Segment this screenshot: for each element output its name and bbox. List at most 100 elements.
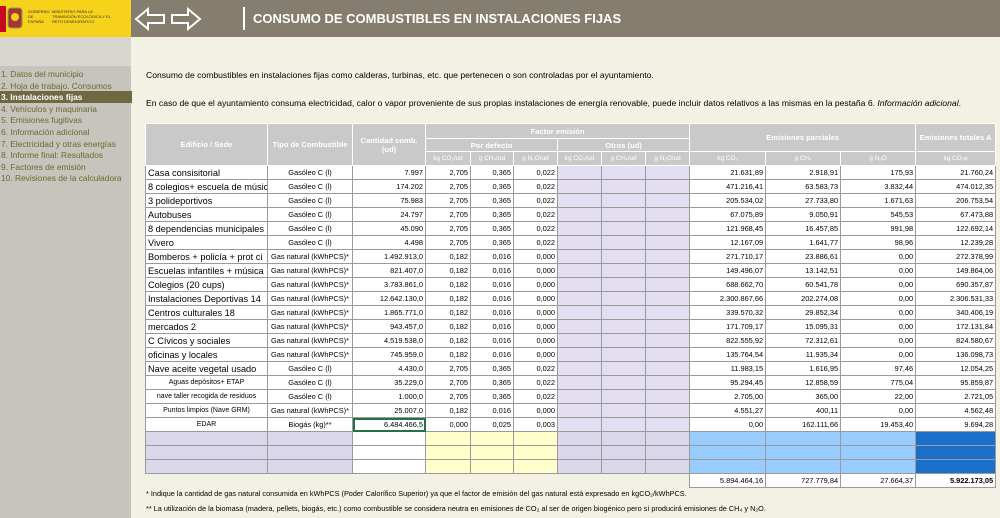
fuel-cell[interactable]: Gasóleo C (l) xyxy=(267,389,353,404)
building-cell[interactable]: Colegios (20 cups) xyxy=(145,277,268,292)
other-factor-cell[interactable] xyxy=(601,403,646,418)
empty-cell[interactable] xyxy=(689,459,767,474)
other-factor-cell[interactable] xyxy=(557,389,602,404)
nav-item[interactable]: 6. Información adicional xyxy=(1,127,90,137)
building-cell[interactable]: Centros culturales 18 xyxy=(145,305,268,320)
building-cell[interactable]: Escuelas infantiles + música xyxy=(145,263,268,278)
building-cell[interactable]: Vivero xyxy=(145,235,268,250)
other-factor-cell[interactable] xyxy=(644,235,691,250)
fuel-cell[interactable]: Gas natural (kWhPCS)* xyxy=(267,319,353,334)
other-factor-cell[interactable] xyxy=(601,235,646,250)
fuel-cell[interactable]: Gas natural (kWhPCS)* xyxy=(267,291,353,306)
quantity-cell[interactable]: 6.484.466,5 xyxy=(352,417,426,432)
other-factor-cell[interactable] xyxy=(644,221,691,236)
building-cell[interactable]: 8 dependencias municipales xyxy=(145,221,268,236)
building-cell[interactable]: Instalaciones Deportivas 14 xyxy=(145,291,268,306)
quantity-cell[interactable]: 25.007,0 xyxy=(352,403,426,418)
empty-cell[interactable] xyxy=(644,445,691,460)
empty-cell[interactable] xyxy=(557,459,602,474)
empty-cell[interactable] xyxy=(915,459,997,474)
empty-cell[interactable] xyxy=(840,431,917,446)
other-factor-cell[interactable] xyxy=(557,361,602,376)
quantity-cell[interactable]: 35.229,0 xyxy=(352,375,426,390)
other-factor-cell[interactable] xyxy=(601,319,646,334)
other-factor-cell[interactable] xyxy=(644,305,691,320)
other-factor-cell[interactable] xyxy=(644,291,691,306)
quantity-cell[interactable]: 7.997 xyxy=(352,165,426,180)
other-factor-cell[interactable] xyxy=(557,333,602,348)
building-cell[interactable]: 8 colegios+ escuela de músic xyxy=(145,179,268,194)
other-factor-cell[interactable] xyxy=(601,347,646,362)
building-cell[interactable]: Autobuses xyxy=(145,207,268,222)
other-factor-cell[interactable] xyxy=(644,165,691,180)
quantity-cell[interactable]: 1.000,0 xyxy=(352,389,426,404)
other-factor-cell[interactable] xyxy=(601,165,646,180)
back-arrow[interactable] xyxy=(134,6,165,32)
quantity-cell[interactable]: 745.959,0 xyxy=(352,347,426,362)
empty-cell[interactable] xyxy=(352,459,426,474)
empty-cell[interactable] xyxy=(352,431,426,446)
empty-cell[interactable] xyxy=(915,431,997,446)
fuel-cell[interactable]: Gas natural (kWhPCS)* xyxy=(267,333,353,348)
other-factor-cell[interactable] xyxy=(644,277,691,292)
empty-cell[interactable] xyxy=(513,445,558,460)
empty-cell[interactable] xyxy=(145,445,268,460)
building-cell[interactable]: mercados 2 xyxy=(145,319,268,334)
other-factor-cell[interactable] xyxy=(557,193,602,208)
other-factor-cell[interactable] xyxy=(644,179,691,194)
building-cell[interactable]: nave taller recogida de residuos xyxy=(145,389,268,404)
fuel-cell[interactable]: Gas natural (kWhPCS)* xyxy=(267,403,353,418)
other-factor-cell[interactable] xyxy=(644,207,691,222)
other-factor-cell[interactable] xyxy=(644,361,691,376)
other-factor-cell[interactable] xyxy=(644,319,691,334)
quantity-cell[interactable]: 174.202 xyxy=(352,179,426,194)
nav-item[interactable]: 4. Vehículos y maquinaria xyxy=(1,103,97,114)
empty-cell[interactable] xyxy=(352,445,426,460)
empty-cell[interactable] xyxy=(689,445,767,460)
other-factor-cell[interactable] xyxy=(557,305,602,320)
nav-item[interactable]: 8. Informe final: Resultados xyxy=(1,150,103,161)
other-factor-cell[interactable] xyxy=(601,193,646,208)
other-factor-cell[interactable] xyxy=(644,193,691,208)
empty-cell[interactable] xyxy=(557,445,602,460)
building-cell[interactable]: C Cívicos y sociales xyxy=(145,333,268,348)
empty-cell[interactable] xyxy=(425,459,471,474)
nav-item[interactable]: 1. Datos del municipio xyxy=(1,69,84,79)
other-factor-cell[interactable] xyxy=(601,375,646,390)
fuel-cell[interactable]: Gas natural (kWhPCS)* xyxy=(267,305,353,320)
other-factor-cell[interactable] xyxy=(557,417,602,432)
other-factor-cell[interactable] xyxy=(601,291,646,306)
empty-cell[interactable] xyxy=(601,431,646,446)
fuel-cell[interactable]: Gasóleo C (l) xyxy=(267,179,353,194)
other-factor-cell[interactable] xyxy=(644,263,691,278)
nav-item[interactable]: 5. Emisiones fugitivas xyxy=(1,115,82,126)
quantity-cell[interactable]: 1.492.913,0 xyxy=(352,249,426,264)
other-factor-cell[interactable] xyxy=(557,375,602,390)
other-factor-cell[interactable] xyxy=(557,263,602,278)
empty-cell[interactable] xyxy=(557,431,602,446)
quantity-cell[interactable]: 4.519.538,0 xyxy=(352,333,426,348)
fuel-cell[interactable]: Gasóleo C (l) xyxy=(267,221,353,236)
empty-cell[interactable] xyxy=(601,459,646,474)
nav-item[interactable]: 2. Hoja de trabajo. Consumos xyxy=(1,80,112,91)
quantity-cell[interactable]: 1.865.771,0 xyxy=(352,305,426,320)
fuel-cell[interactable]: Gasóleo C (l) xyxy=(267,207,353,222)
fuel-cell[interactable]: Gasóleo C (l) xyxy=(267,375,353,390)
other-factor-cell[interactable] xyxy=(557,179,602,194)
empty-cell[interactable] xyxy=(689,431,767,446)
building-cell[interactable]: Nave aceite vegetal usado xyxy=(145,361,268,376)
other-factor-cell[interactable] xyxy=(557,221,602,236)
empty-cell[interactable] xyxy=(765,431,842,446)
other-factor-cell[interactable] xyxy=(601,179,646,194)
other-factor-cell[interactable] xyxy=(557,249,602,264)
other-factor-cell[interactable] xyxy=(557,403,602,418)
fuel-cell[interactable]: Gas natural (kWhPCS)* xyxy=(267,249,353,264)
other-factor-cell[interactable] xyxy=(557,319,602,334)
other-factor-cell[interactable] xyxy=(601,333,646,348)
other-factor-cell[interactable] xyxy=(644,389,691,404)
other-factor-cell[interactable] xyxy=(557,277,602,292)
building-cell[interactable]: Puntos limpios (Nave GRM) xyxy=(145,403,268,418)
fuel-cell[interactable]: Gas natural (kWhPCS)* xyxy=(267,347,353,362)
fuel-cell[interactable]: Biogás (kg)** xyxy=(267,417,353,432)
empty-cell[interactable] xyxy=(513,431,558,446)
